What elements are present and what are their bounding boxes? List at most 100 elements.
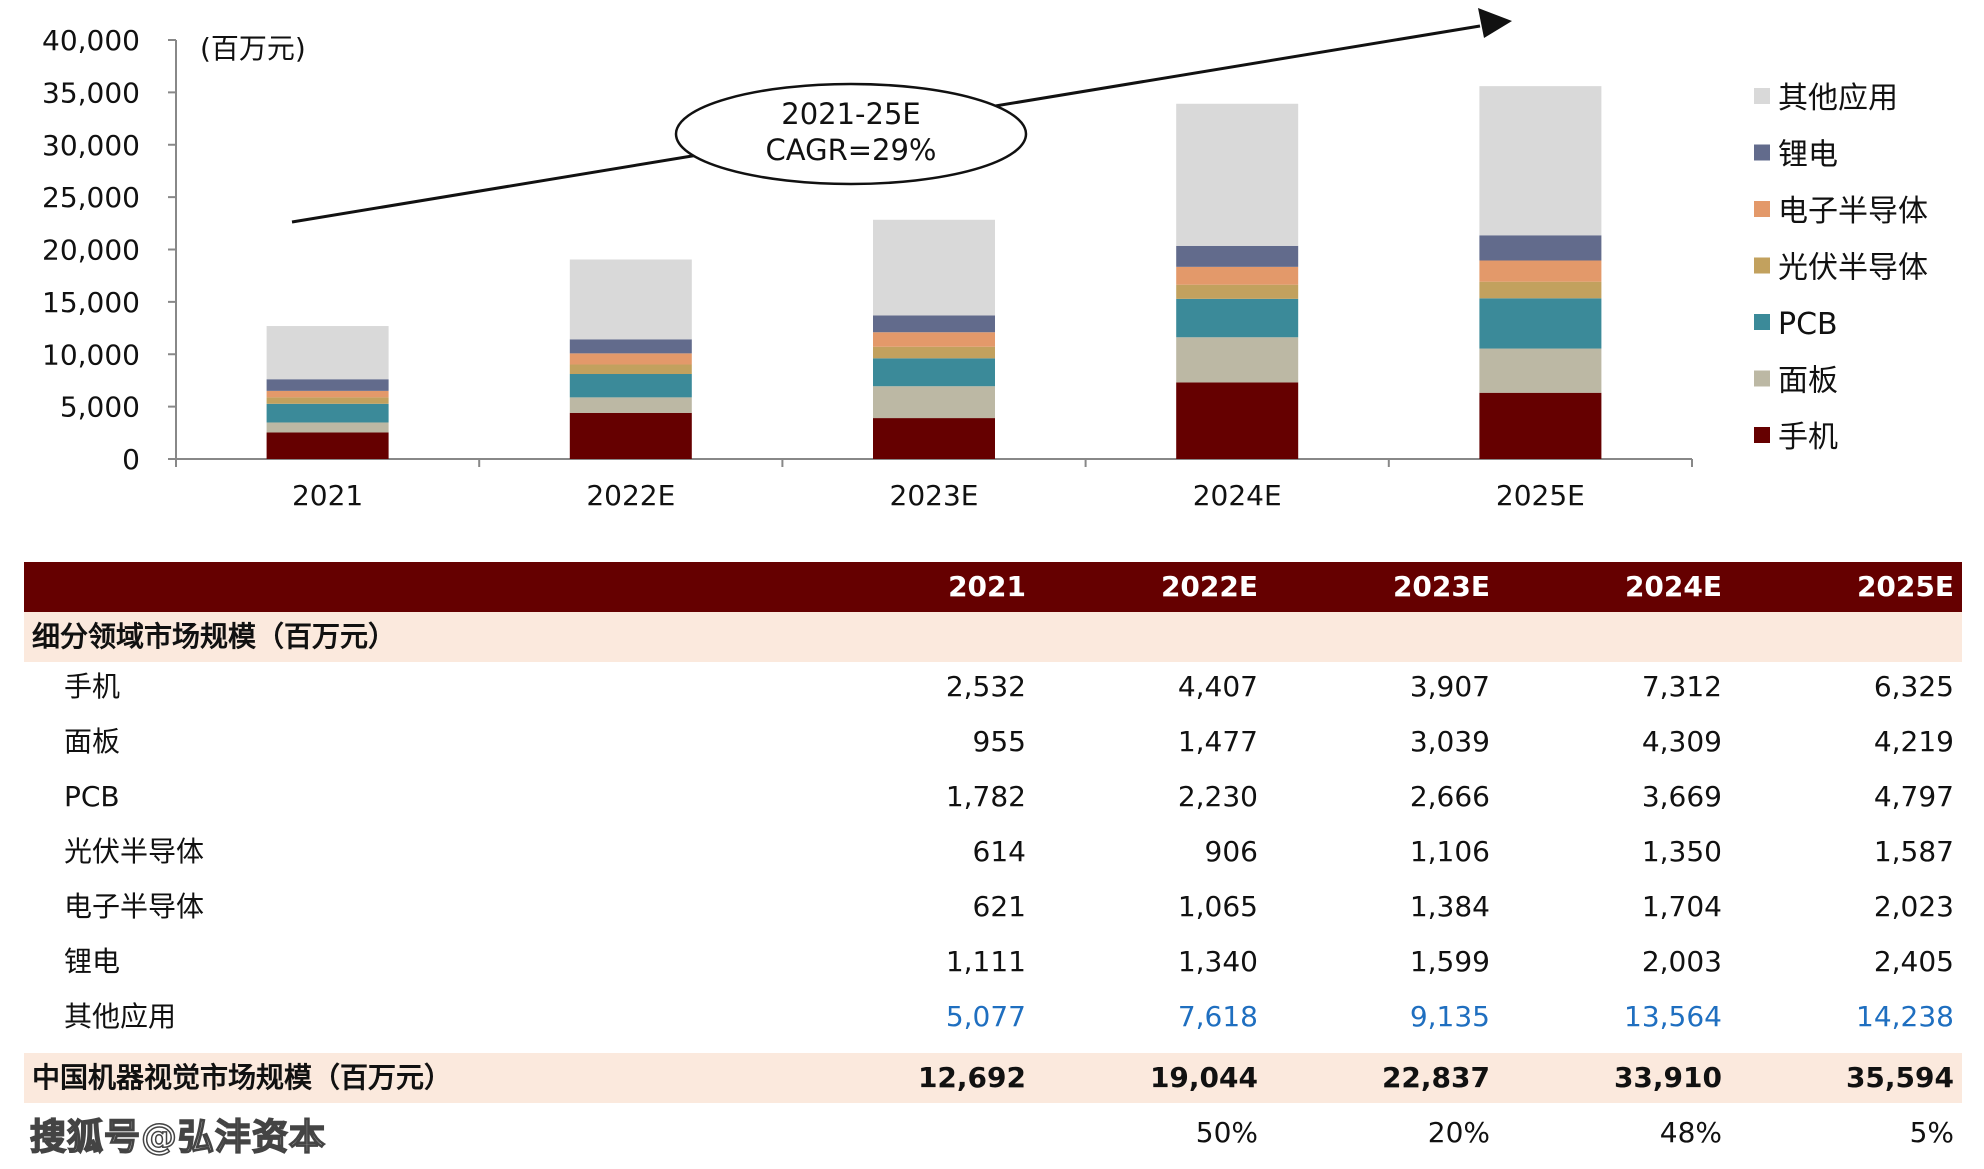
table-cell: 2,023 xyxy=(1873,890,1954,923)
cagr-ellipse xyxy=(674,82,1028,186)
table-cell: 3,039 xyxy=(1409,725,1490,758)
bar-segment xyxy=(569,397,692,413)
y-tick-label: 25,000 xyxy=(42,181,140,214)
table-cell: 621 xyxy=(972,890,1026,923)
row-label: 光伏半导体 xyxy=(64,835,205,868)
legend-label: PCB xyxy=(1778,307,1838,342)
table-row: 锂电 1,111 1,340 1,599 2,003 2,405 xyxy=(24,937,1962,987)
bar-segment xyxy=(1479,348,1602,393)
row-label: PCB xyxy=(64,780,120,813)
y-tick-label: 15,000 xyxy=(42,286,140,319)
table-cell: 4,797 xyxy=(1873,780,1954,813)
row-label: 其他应用 xyxy=(64,1000,177,1033)
row-label: 锂电 xyxy=(64,945,121,978)
unit-label: (百万元) xyxy=(200,32,306,65)
bar-segment xyxy=(873,386,995,419)
table-total-row: 中国机器视觉市场规模（百万元） 12,692 19,044 22,837 33,910 3… xyxy=(24,1053,1962,1103)
y-tick-label: 35,000 xyxy=(42,76,140,109)
bar-segment xyxy=(266,403,389,423)
bar-segment xyxy=(1479,298,1602,349)
bar-segment xyxy=(873,219,995,316)
table-cell: 2,003 xyxy=(1641,945,1722,978)
table-section-title: 细分领域市场规模（百万元） xyxy=(24,612,1962,662)
bar-segment xyxy=(1479,392,1602,459)
table-cell: 4,309 xyxy=(1641,725,1722,758)
legend-swatch xyxy=(1754,88,1770,104)
bar-segment xyxy=(569,339,692,354)
table-cell: 3,907 xyxy=(1409,670,1490,703)
table-cell: 50% xyxy=(1195,1116,1258,1149)
table-cell: 1,782 xyxy=(945,780,1026,813)
bar-segment xyxy=(873,358,995,387)
x-tick-label: 2021 xyxy=(292,479,363,512)
row-label: 手机 xyxy=(64,670,121,703)
legend-label: 锂电 xyxy=(1778,138,1838,173)
table-cell: 1,065 xyxy=(1177,890,1258,923)
table-cell: 20% xyxy=(1427,1116,1490,1149)
table-cell: 1,477 xyxy=(1177,725,1258,758)
table-row: 电子半导体 621 1,065 1,384 1,704 2,023 xyxy=(24,882,1962,932)
table-cell: 2022E xyxy=(1160,570,1258,603)
bar-segment xyxy=(1479,260,1602,282)
bar-segment xyxy=(569,374,692,398)
legend-swatch xyxy=(1754,427,1770,443)
table-cell: 1,350 xyxy=(1641,835,1722,868)
table-row: 其他应用 5,077 7,618 9,135 13,564 14,238 xyxy=(24,992,1962,1042)
x-tick-label: 2025E xyxy=(1496,479,1585,512)
table-cell: 955 xyxy=(972,725,1026,758)
table-cell: 35,594 xyxy=(1845,1061,1954,1094)
table-cell: 1,704 xyxy=(1641,890,1722,923)
table-cell: 1,384 xyxy=(1409,890,1490,923)
table-cell: 2,532 xyxy=(945,670,1026,703)
legend-swatch xyxy=(1754,201,1770,217)
table-cell: 33,910 xyxy=(1613,1061,1722,1094)
table-cell: 1,106 xyxy=(1409,835,1490,868)
bar-segment xyxy=(873,418,995,459)
cagr-arrowhead xyxy=(1478,8,1512,38)
bar-segment xyxy=(266,390,389,398)
x-tick-label: 2022E xyxy=(586,479,675,512)
row-label: 电子半导体 xyxy=(64,890,205,923)
y-tick-label: 10,000 xyxy=(42,338,140,371)
table-cell: 13,564 xyxy=(1624,1000,1722,1033)
legend-label: 手机 xyxy=(1778,420,1838,455)
table-cell: 2025E xyxy=(1856,570,1954,603)
table-cell: 19,044 xyxy=(1149,1061,1258,1094)
bar-segment xyxy=(1479,281,1602,299)
table-cell: 2023E xyxy=(1392,570,1490,603)
bar-segment xyxy=(266,432,389,459)
table-cell: 9,135 xyxy=(1409,1000,1490,1033)
table-cell: 1,599 xyxy=(1409,945,1490,978)
bar-segment xyxy=(873,315,995,333)
legend-swatch xyxy=(1754,370,1770,387)
table-cell: 4,407 xyxy=(1177,670,1258,703)
table-cell xyxy=(826,1108,1026,1158)
y-tick-label: 0 xyxy=(122,443,140,476)
cagr-label-value: CAGR=29% xyxy=(766,133,937,167)
table-cell: 5% xyxy=(1909,1116,1954,1149)
table-cell: 12,692 xyxy=(917,1061,1026,1094)
table-growth-row: 50% 20% 48% 5% xyxy=(24,1108,1962,1158)
cagr-label-period: 2021-25E xyxy=(781,97,921,131)
legend-label: 光伏半导体 xyxy=(1778,251,1928,286)
total-label: 中国机器视觉市场规模（百万元） xyxy=(32,1061,453,1094)
table-header: 2021 2022E 2023E 2024E 2025E xyxy=(24,562,1962,612)
watermark: 搜狐号@弘沣资本 xyxy=(29,1116,327,1159)
x-tick-label: 2023E xyxy=(890,479,979,512)
table-cell: 614 xyxy=(972,835,1026,868)
bar-segment xyxy=(569,364,692,375)
bar-segment xyxy=(266,397,389,404)
legend-swatch xyxy=(1754,144,1770,161)
table-cell: 2021 xyxy=(948,570,1026,603)
table-cell: 14,238 xyxy=(1856,1000,1954,1033)
bar-segment xyxy=(266,379,389,391)
table-cell: 48% xyxy=(1659,1116,1722,1149)
section-label: 细分领域市场规模（百万元） xyxy=(32,620,397,653)
table-cell: 2,666 xyxy=(1409,780,1490,813)
table-row: 光伏半导体 614 906 1,106 1,350 1,587 xyxy=(24,827,1962,877)
bar-segment xyxy=(1176,103,1299,246)
legend-label: 电子半导体 xyxy=(1778,194,1928,229)
x-tick-label: 2024E xyxy=(1193,479,1282,512)
table-cell: 7,618 xyxy=(1177,1000,1258,1033)
table-cell: 3,669 xyxy=(1641,780,1722,813)
